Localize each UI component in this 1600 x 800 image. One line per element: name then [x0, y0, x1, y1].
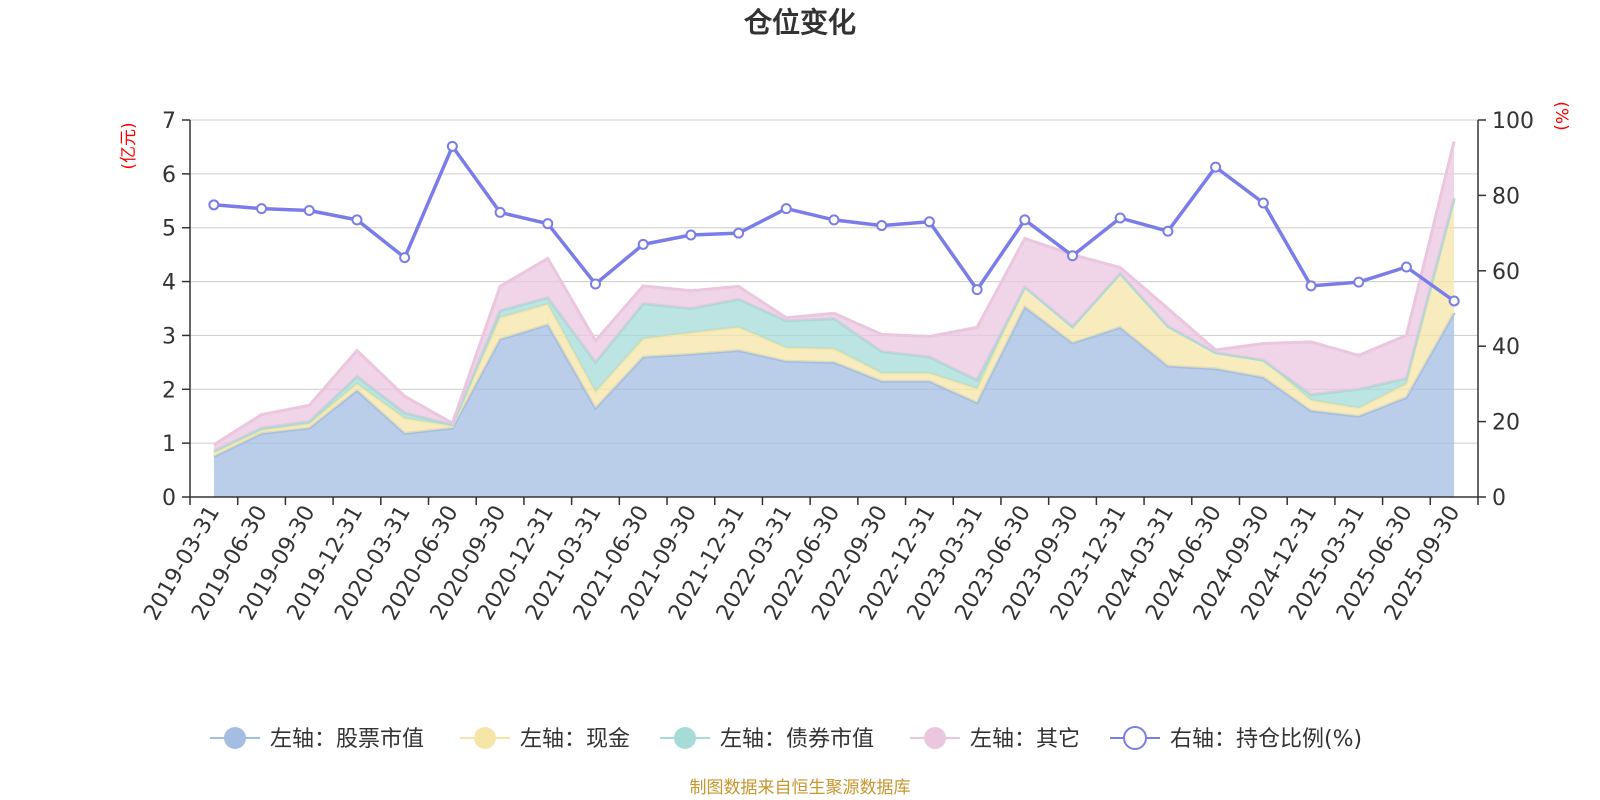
- ratio-point: [971, 284, 983, 296]
- ratio-point: [876, 220, 888, 232]
- area-edge-左轴：其它: [213, 141, 1456, 447]
- area-左轴：债券市值: [213, 198, 1455, 453]
- ratio-point: [494, 206, 506, 218]
- ratio-point: [208, 199, 220, 211]
- legend-symbol-marker: [224, 727, 246, 749]
- ratio-line: [208, 140, 1460, 307]
- legend: 左轴：股票市值 左轴：现金 左轴：债券市值 左轴：其它 右轴：持仓比例(%): [210, 726, 1362, 752]
- right-axis-tick-label: 40: [1492, 335, 1520, 360]
- ratio-point: [1400, 261, 1412, 273]
- legend-symbol-marker: [924, 727, 946, 749]
- ratio-point: [399, 252, 411, 264]
- legend-label: 右轴：持仓比例(%): [1170, 727, 1362, 752]
- right-axis-tick-label: 100: [1492, 109, 1534, 134]
- left-axis-unit-label: (亿元): [119, 122, 139, 169]
- ratio-point: [1067, 250, 1079, 262]
- chart-title: 仓位变化: [744, 6, 856, 39]
- right-axis-tick-label: 0: [1492, 486, 1506, 511]
- ratio-point: [1353, 276, 1365, 288]
- ratio-point: [1162, 225, 1174, 237]
- right-axis-unit-label: (%): [1551, 101, 1571, 130]
- ratio-point: [923, 216, 935, 228]
- ratio-point: [685, 229, 697, 241]
- left-axis-tick-label: 4: [162, 271, 176, 296]
- left-axis-tick-label: 0: [162, 486, 176, 511]
- left-axis-tick-label: 7: [162, 109, 176, 134]
- source-note: 制图数据来自恒生聚源数据库: [690, 778, 911, 798]
- ratio-point: [542, 218, 554, 230]
- ratio-point: [303, 204, 315, 216]
- left-axis-tick-label: 5: [162, 217, 176, 242]
- ratio-point: [1210, 161, 1222, 173]
- legend-label: 左轴：债券市值: [720, 727, 874, 752]
- legend-symbol-marker: [1123, 726, 1147, 750]
- ratio-point: [446, 140, 458, 152]
- ratio-point: [637, 238, 649, 250]
- legend-label: 左轴：股票市值: [270, 727, 424, 752]
- right-axis-tick-label: 60: [1492, 260, 1520, 285]
- ratio-point: [351, 214, 363, 226]
- legend-item: 左轴：现金: [460, 727, 630, 752]
- legend-item: 右轴：持仓比例(%): [1110, 726, 1362, 752]
- legend-label: 左轴：现金: [520, 727, 630, 752]
- ratio-point: [1448, 295, 1460, 307]
- legend-item: 左轴：债券市值: [660, 727, 874, 752]
- legend-symbol-marker: [674, 727, 696, 749]
- area-左轴：股票市值: [213, 306, 1455, 497]
- left-axis-tick-label: 6: [162, 163, 176, 188]
- ratio-point: [1019, 214, 1031, 226]
- left-axis-tick-label: 3: [162, 324, 176, 349]
- ratio-point: [1114, 212, 1126, 224]
- ratio-point: [828, 214, 840, 226]
- ratio-point: [589, 278, 601, 290]
- ratio-point: [1257, 197, 1269, 209]
- left-axis-tick-label: 2: [162, 378, 176, 403]
- right-axis-tick-label: 80: [1492, 184, 1520, 209]
- legend-label: 左轴：其它: [970, 727, 1080, 752]
- stacked-areas: [213, 141, 1456, 497]
- left-axis-tick-label: 1: [162, 432, 176, 457]
- legend-symbol-marker: [474, 727, 496, 749]
- ratio-point: [256, 203, 268, 215]
- ratio-point: [733, 227, 745, 239]
- ratio-point: [780, 203, 792, 215]
- right-axis-tick-label: 20: [1492, 411, 1520, 436]
- ratio-point: [1305, 280, 1317, 292]
- legend-item: 左轴：股票市值: [210, 727, 424, 752]
- legend-item: 左轴：其它: [910, 727, 1080, 752]
